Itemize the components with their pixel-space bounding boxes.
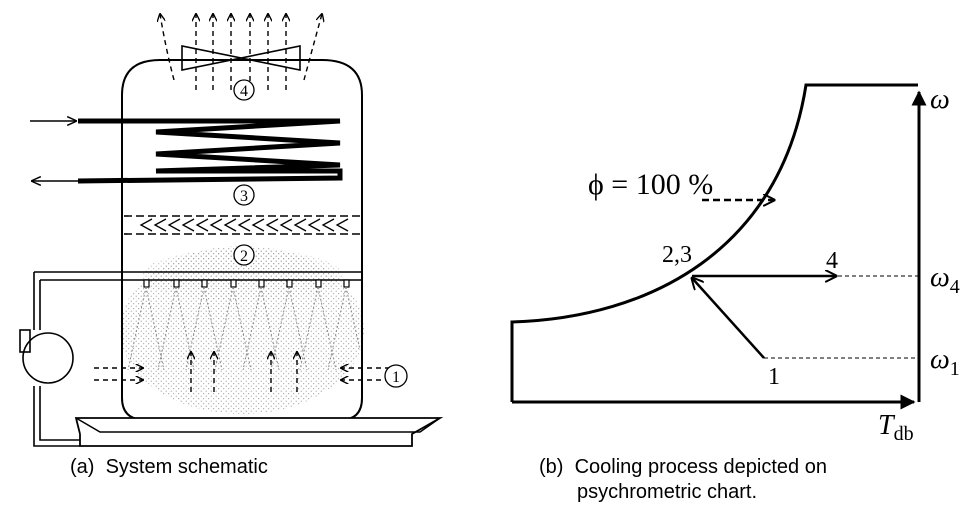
schematic-caption: (a) System schematic <box>70 455 268 479</box>
station-4-marker <box>233 79 255 101</box>
omega-1-label: ω1 <box>930 344 960 380</box>
y-axis-label: ω <box>930 84 950 115</box>
saturation-curve <box>510 83 918 402</box>
station-2-marker <box>233 244 255 266</box>
air-inlet-arrows <box>94 352 390 392</box>
psychrometric-chart: ϕ = 100 % 2,3 4 1 ω ω4 ω1 Tdb <box>510 83 960 445</box>
station-3-marker <box>233 184 255 206</box>
chart-caption-continued: psychrometric chart. <box>577 480 757 504</box>
point-4-label: 4 <box>826 248 838 274</box>
station-4-label: 4 <box>240 83 248 100</box>
chart-caption-line1: Cooling process depicted on <box>574 456 827 478</box>
station-3-label: 3 <box>240 188 248 205</box>
spray-mist-top <box>142 249 342 301</box>
spray-cones <box>127 286 361 371</box>
basin-rim <box>75 417 441 433</box>
x-axis-label: Tdb <box>878 410 914 445</box>
system-schematic: 4 3 2 <box>19 14 444 447</box>
point-1-label: 1 <box>768 364 780 390</box>
station-2-label: 2 <box>240 248 248 265</box>
chart-caption: (b) Cooling process depicted on <box>539 455 827 479</box>
fan-icon <box>181 45 301 71</box>
station-1-label: 1 <box>392 369 400 386</box>
point-2-3-label: 2,3 <box>662 242 692 268</box>
process-1-to-2-arrow <box>692 278 765 359</box>
omega-4-label: ω4 <box>930 262 960 298</box>
cooling-coil <box>77 118 343 184</box>
schematic-caption-tag: (a) <box>70 456 95 478</box>
station-1-marker <box>384 364 408 388</box>
schematic-caption-text: System schematic <box>105 456 268 478</box>
exhaust-airflow <box>160 14 322 90</box>
chart-caption-tag: (b) <box>539 456 564 478</box>
pump-icon <box>19 329 74 384</box>
saturation-label: ϕ = 100 % <box>588 168 713 201</box>
mist-eliminator <box>124 215 360 235</box>
chart-caption-line2: psychrometric chart. <box>577 481 758 503</box>
water-pipe-loop <box>33 271 362 447</box>
